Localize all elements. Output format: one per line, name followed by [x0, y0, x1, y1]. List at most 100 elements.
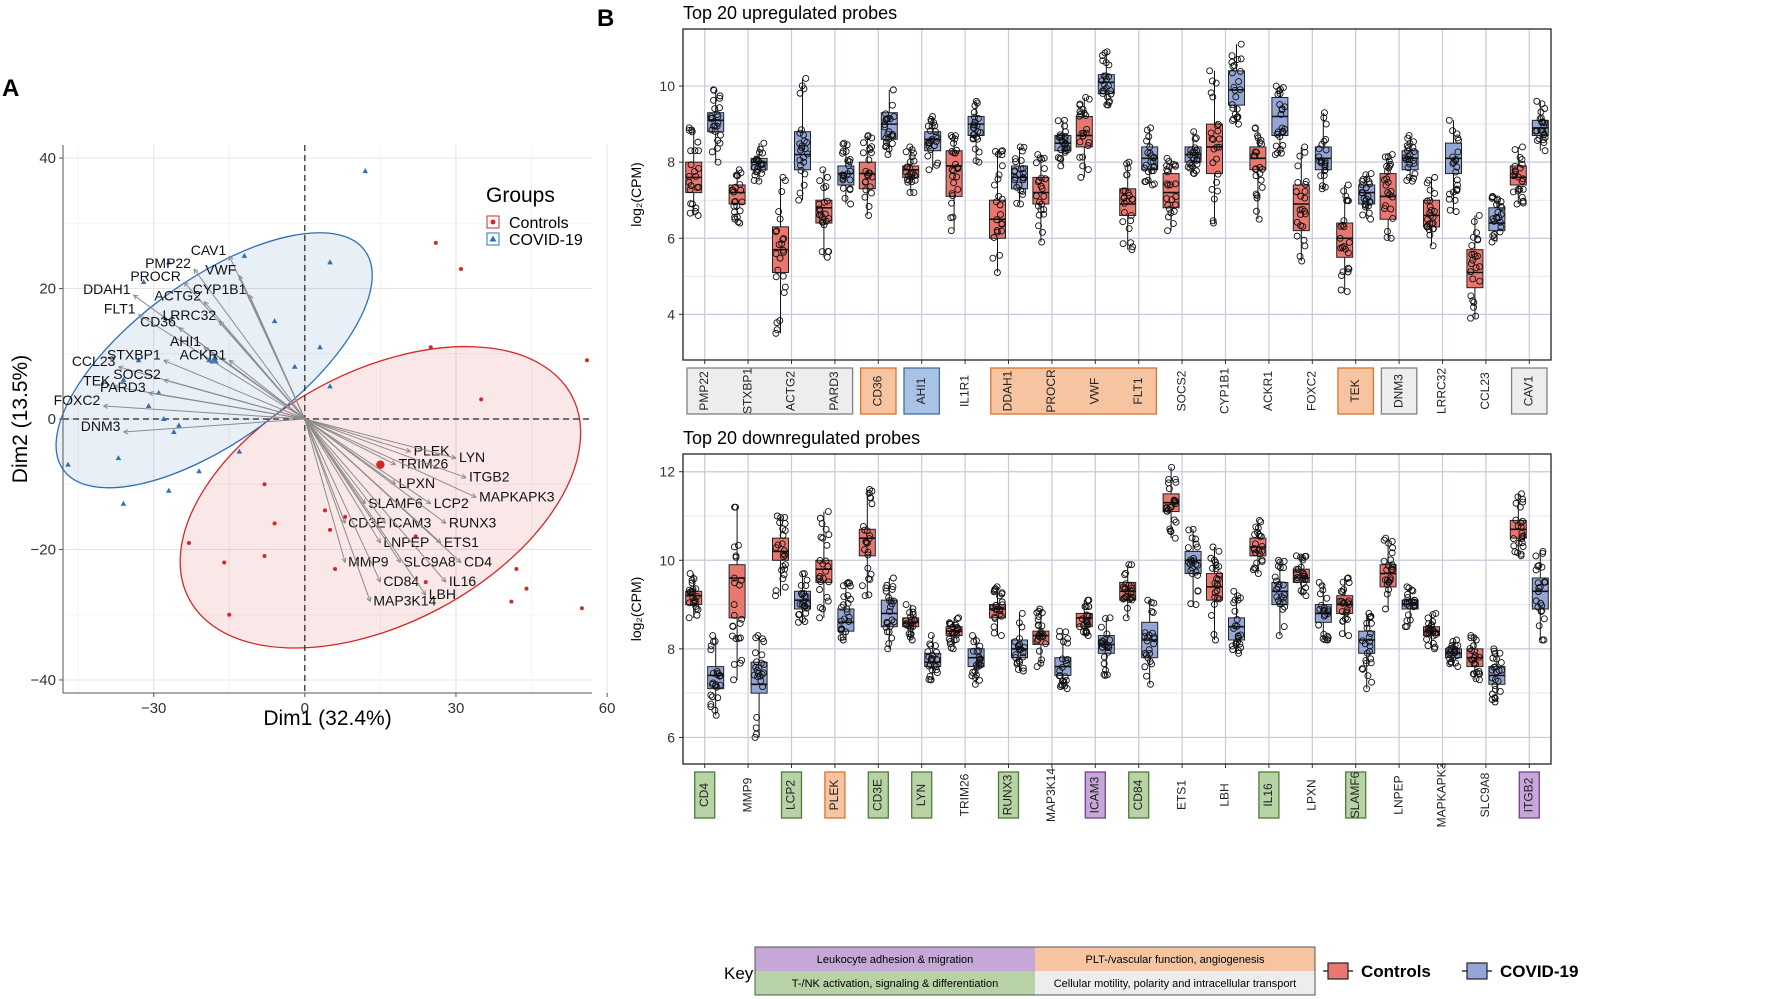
controls-point	[1383, 581, 1391, 588]
loading-label: SLC9A8	[404, 554, 456, 570]
controls-point	[822, 525, 830, 533]
plot-background	[683, 454, 1551, 764]
covid-point	[1363, 619, 1371, 627]
covid-point	[1280, 623, 1288, 631]
covid-point	[839, 633, 847, 641]
controls-point	[1210, 219, 1217, 227]
covid-point	[1105, 73, 1113, 81]
covid-point	[1366, 638, 1373, 646]
covid-point	[1194, 571, 1201, 579]
covid-point	[1491, 682, 1499, 690]
controls-point	[998, 151, 1006, 159]
covid-point	[1019, 169, 1027, 177]
controls-point	[1423, 179, 1431, 187]
controls-point	[1383, 162, 1391, 170]
controls-point	[1467, 268, 1475, 276]
controls-point	[1518, 156, 1526, 163]
controls-point	[1084, 142, 1092, 149]
covid-point	[882, 138, 890, 146]
controls-point	[1466, 645, 1474, 653]
controls-point	[776, 215, 784, 223]
controls-point	[1383, 590, 1391, 598]
key-plt-text: PLT-/vascular function, angiogenesis	[1086, 954, 1265, 966]
controls-point	[1344, 574, 1352, 582]
controls-point	[1337, 587, 1345, 595]
covid-point	[927, 146, 934, 153]
controls-point	[999, 147, 1006, 155]
controls-point	[1163, 162, 1171, 170]
covid-point	[206, 357, 212, 363]
covid-point	[800, 589, 808, 597]
probe-label: MAPKAPK3	[1435, 762, 1449, 827]
covid-point	[1062, 657, 1070, 665]
covid-point	[1359, 665, 1367, 673]
controls-point	[1301, 207, 1309, 215]
controls-point	[688, 128, 696, 136]
covid-point	[1320, 604, 1328, 612]
controls-point	[1467, 292, 1475, 300]
covid-point	[716, 681, 724, 689]
probe-label: SOCS2	[1174, 370, 1188, 411]
covid-point	[925, 662, 933, 670]
loading-label: LCP2	[434, 495, 469, 511]
probe-label: LYN	[914, 784, 928, 806]
controls-point	[1344, 249, 1352, 257]
loading-arrow	[103, 405, 305, 420]
covid-point	[1229, 104, 1237, 112]
covid-point	[758, 169, 765, 177]
controls-point	[1429, 632, 1437, 640]
covid-point	[1193, 147, 1201, 155]
covid-point	[1534, 588, 1542, 595]
controls-point	[1293, 232, 1301, 240]
covid-point	[1230, 624, 1238, 632]
controls-point	[780, 289, 788, 297]
covid-point	[1193, 543, 1201, 551]
controls-point	[1383, 175, 1391, 183]
loading-arrow	[304, 418, 411, 453]
covid-point	[881, 121, 889, 128]
covid-point	[1279, 598, 1287, 606]
controls-point	[906, 633, 914, 641]
covid-point	[1491, 694, 1499, 702]
controls-point	[816, 614, 824, 622]
controls-point	[1297, 222, 1304, 229]
controls-point	[1344, 268, 1352, 276]
controls-point	[1469, 256, 1477, 264]
covid-point	[925, 166, 933, 174]
covid-point	[975, 653, 983, 661]
controls-point	[1301, 194, 1309, 202]
controls-point	[689, 587, 697, 595]
covid-point	[1367, 619, 1375, 627]
controls-point	[1083, 611, 1091, 619]
covid-point	[1447, 658, 1455, 666]
controls-point	[1343, 608, 1351, 616]
controls-point	[1208, 611, 1215, 619]
controls-point	[997, 632, 1005, 640]
probe-label: RUNX3	[1001, 774, 1015, 815]
covid-point	[1018, 147, 1026, 155]
covid-point	[844, 578, 852, 586]
loading-label: MAPKAPK3	[479, 488, 555, 504]
covid-point	[1186, 160, 1194, 168]
controls-point	[948, 148, 956, 155]
category-box	[903, 367, 941, 415]
controls-point	[1121, 571, 1129, 579]
covid-centroid	[209, 355, 219, 364]
controls-point	[1214, 582, 1222, 590]
covid-point	[1493, 655, 1501, 663]
covid-point	[1019, 667, 1027, 675]
covid-point	[1021, 644, 1028, 651]
covid-point	[882, 116, 890, 124]
controls-point	[736, 620, 744, 627]
controls-point	[1473, 668, 1480, 676]
loading-label: SOCS2	[113, 366, 161, 382]
controls-point	[825, 578, 833, 586]
controls-point	[737, 576, 745, 584]
covid-point	[933, 656, 941, 663]
controls-point	[1344, 181, 1352, 189]
controls-point	[1299, 572, 1307, 580]
covid-point	[1149, 609, 1157, 616]
covid-point	[975, 647, 983, 655]
covid-point	[1446, 206, 1454, 214]
controls-point	[1122, 614, 1130, 622]
